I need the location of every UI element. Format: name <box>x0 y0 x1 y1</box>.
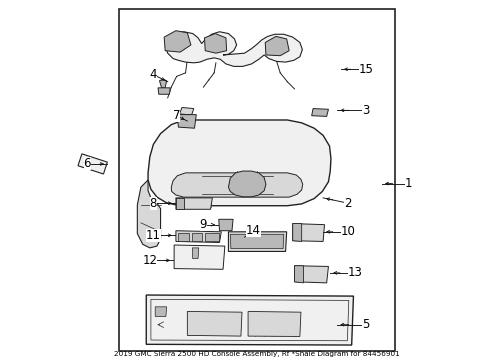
Polygon shape <box>247 311 300 337</box>
Polygon shape <box>294 266 303 283</box>
Text: 2: 2 <box>344 197 351 210</box>
Polygon shape <box>176 198 183 209</box>
Polygon shape <box>155 307 166 316</box>
Polygon shape <box>146 295 353 345</box>
Polygon shape <box>171 173 302 197</box>
Text: 14: 14 <box>245 224 261 237</box>
Polygon shape <box>177 114 196 128</box>
Text: 7: 7 <box>173 109 180 122</box>
Polygon shape <box>119 9 394 351</box>
Polygon shape <box>137 180 160 248</box>
Polygon shape <box>187 311 242 336</box>
Text: 10: 10 <box>340 225 355 238</box>
Polygon shape <box>178 233 189 241</box>
Text: 11: 11 <box>145 229 161 242</box>
Text: 4: 4 <box>149 68 157 81</box>
Polygon shape <box>159 79 166 88</box>
Polygon shape <box>174 245 224 269</box>
Polygon shape <box>228 232 286 251</box>
Text: 5: 5 <box>362 318 369 331</box>
Text: 8: 8 <box>149 197 157 210</box>
Polygon shape <box>158 88 170 94</box>
Polygon shape <box>292 224 301 242</box>
Text: 13: 13 <box>347 266 362 279</box>
Polygon shape <box>78 154 107 174</box>
Text: 9: 9 <box>199 218 207 231</box>
Polygon shape <box>176 198 212 209</box>
Polygon shape <box>191 233 202 241</box>
Text: 2019 GMC Sierra 2500 HD Console Assembly, Rf *Shale Diagram for 84456901: 2019 GMC Sierra 2500 HD Console Assembly… <box>114 351 399 357</box>
Polygon shape <box>179 108 193 115</box>
Polygon shape <box>164 31 190 52</box>
Text: 15: 15 <box>358 63 373 76</box>
Polygon shape <box>228 171 265 197</box>
Text: 12: 12 <box>142 254 157 267</box>
Polygon shape <box>148 120 330 206</box>
Polygon shape <box>264 36 288 56</box>
Polygon shape <box>311 109 328 116</box>
Text: 1: 1 <box>404 177 412 190</box>
Text: 6: 6 <box>83 157 91 170</box>
Text: 3: 3 <box>362 104 369 117</box>
Polygon shape <box>294 266 328 283</box>
Polygon shape <box>230 234 283 249</box>
Polygon shape <box>165 32 302 66</box>
Polygon shape <box>218 219 233 231</box>
Polygon shape <box>205 233 218 241</box>
Polygon shape <box>192 248 198 258</box>
Polygon shape <box>204 33 226 53</box>
Polygon shape <box>292 224 324 242</box>
Polygon shape <box>176 231 221 243</box>
